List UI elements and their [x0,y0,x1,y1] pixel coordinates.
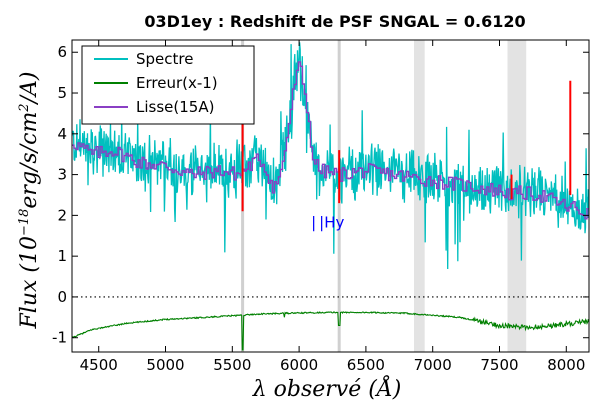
x-tick-label-6: 7500 [480,356,518,374]
legend-entry-spectre: Spectre [136,50,193,68]
y-tick-label-7: 6 [57,43,67,61]
x-tick-label-3: 6000 [280,356,318,374]
legend-entry-lisse: Lisse(15A) [136,98,214,116]
x-tick-label-2: 5500 [213,356,251,374]
y-tick-label-5: 4 [57,125,67,143]
plot-area: |Hy| 4500 5000 5500 6000 6500 7000 7500 8000 -1 0 1… [52,39,590,374]
series-erreur-line [72,311,589,351]
series-lisse-line [72,61,589,220]
plot-frame [71,39,590,353]
y-tick-label-4: 3 [57,166,67,184]
y-tick-label-2: 1 [57,247,67,265]
y-axis-label: Flux (10−18erg/s/cm2/A) [17,72,42,330]
x-tick-label-7: 8000 [547,356,585,374]
x-tick-label-4: 6500 [347,356,385,374]
series-spectre-line [72,42,589,270]
y-tick-label-0: -1 [52,329,67,347]
y-tick-label-6: 5 [57,84,67,102]
x-tick-label-1: 5000 [146,356,184,374]
x-tick-label-5: 7000 [414,356,452,374]
annotation-0: |Hy [319,214,344,232]
x-tick-label-0: 4500 [80,356,118,374]
legend-entry-erreur: Erreur(x-1) [136,74,218,92]
y-tick-label-3: 2 [57,206,67,224]
chart-title: 03D1ey : Redshift de PSF SNGAL = 0.6120 [144,12,525,31]
annotation-1: | [311,214,316,232]
y-tick-label-1: 0 [57,288,67,306]
x-axis-label: λ observé (Å) [252,374,402,400]
legend: Spectre Erreur(x-1) Lisse(15A) [81,45,255,125]
